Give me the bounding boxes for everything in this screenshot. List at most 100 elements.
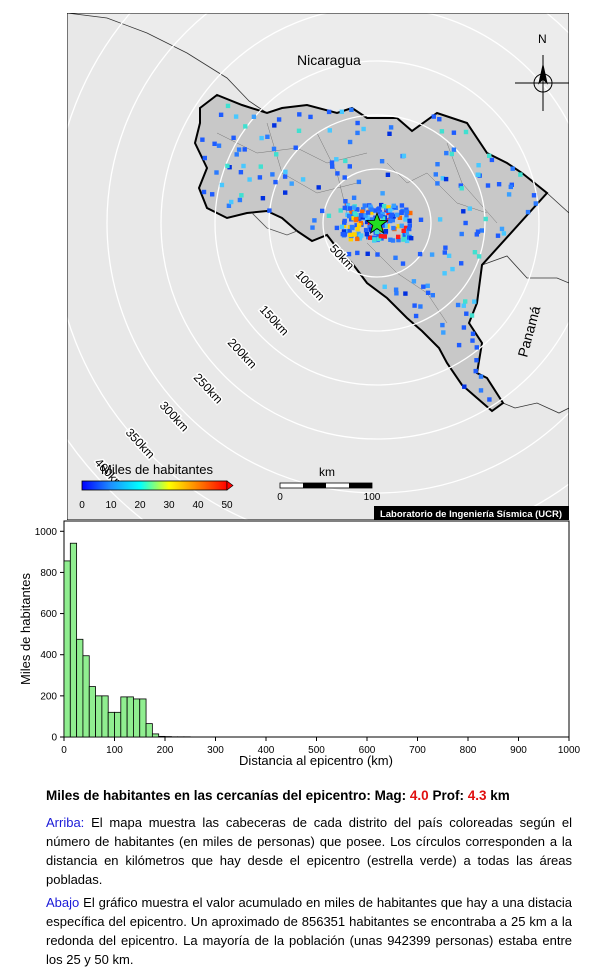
population-point xyxy=(449,151,454,157)
population-point xyxy=(339,109,344,114)
population-point xyxy=(251,114,257,119)
population-point xyxy=(356,223,362,228)
depth-unit: km xyxy=(490,788,510,803)
population-point xyxy=(351,195,357,200)
population-point xyxy=(258,164,263,169)
population-point xyxy=(382,234,387,239)
y-tick-label: 800 xyxy=(40,568,57,579)
population-point xyxy=(407,226,412,232)
population-point xyxy=(418,304,423,309)
population-point xyxy=(326,109,332,115)
population-point xyxy=(403,225,409,231)
population-point xyxy=(382,284,387,289)
population-point xyxy=(404,230,410,236)
population-point xyxy=(403,291,408,296)
population-point xyxy=(483,216,488,222)
population-point xyxy=(443,245,448,250)
population-point xyxy=(342,220,347,225)
population-point xyxy=(357,236,363,241)
colorbar: Miles de habitantes 0 10 20 30 40 50 xyxy=(79,462,234,511)
population-point xyxy=(506,192,512,197)
population-point xyxy=(355,236,360,242)
y-axis-label: Miles de habitantes xyxy=(18,572,33,685)
population-point xyxy=(353,217,359,223)
population-point xyxy=(374,229,380,235)
population-point xyxy=(388,237,393,242)
population-point xyxy=(327,128,332,133)
histogram-bar xyxy=(82,655,90,738)
population-point xyxy=(356,231,361,237)
population-point xyxy=(391,203,396,208)
population-point xyxy=(383,229,389,234)
depth-label: Prof: xyxy=(432,788,464,803)
y-axis-ticks: 0 200 400 600 800 1000 xyxy=(35,527,64,744)
y-tick-label: 400 xyxy=(40,650,57,661)
population-point xyxy=(352,232,357,237)
population-point xyxy=(358,213,364,218)
population-point xyxy=(210,192,215,197)
population-point xyxy=(214,170,219,175)
population-point xyxy=(458,183,463,188)
population-point xyxy=(385,172,391,177)
depth-value: 4.3 xyxy=(467,788,487,803)
population-point xyxy=(425,290,431,295)
population-point xyxy=(380,223,385,228)
population-point xyxy=(501,231,507,236)
population-point xyxy=(368,235,373,240)
population-point xyxy=(435,181,440,186)
population-point xyxy=(243,124,248,129)
population-point xyxy=(259,135,264,141)
population-point xyxy=(355,250,360,256)
caption-paragraph-map: Arriba: El mapa muestra las cabeceras de… xyxy=(46,813,572,889)
population-point xyxy=(437,217,443,222)
population-point xyxy=(200,137,205,142)
population-point xyxy=(450,266,455,272)
population-point xyxy=(349,210,354,215)
population-point xyxy=(265,134,270,139)
population-point xyxy=(510,166,515,171)
population-point xyxy=(260,196,266,201)
population-point xyxy=(390,218,395,223)
population-point xyxy=(413,313,419,319)
population-point xyxy=(362,203,367,208)
population-point xyxy=(282,174,288,179)
population-point xyxy=(379,159,385,164)
population-point xyxy=(417,251,423,257)
population-point xyxy=(338,208,343,213)
population-point xyxy=(461,303,466,308)
population-point xyxy=(440,322,445,328)
population-point xyxy=(361,126,366,132)
population-point xyxy=(339,224,345,229)
x-tick-label: 400 xyxy=(258,745,275,756)
population-point xyxy=(473,368,478,374)
population-point xyxy=(464,311,469,316)
population-point xyxy=(347,164,352,169)
population-point xyxy=(368,204,373,209)
x-tick-label: 800 xyxy=(460,745,477,756)
population-point xyxy=(461,209,466,214)
population-point xyxy=(364,232,370,237)
population-point xyxy=(359,233,364,238)
population-point xyxy=(461,325,467,330)
population-point xyxy=(443,176,449,182)
colorbar-title: Miles de habitantes xyxy=(101,462,214,477)
population-point xyxy=(439,129,445,134)
population-point xyxy=(348,232,353,238)
population-point xyxy=(391,225,396,231)
population-point xyxy=(459,261,464,266)
histogram-bar xyxy=(69,542,78,738)
population-point xyxy=(234,152,239,157)
map-credit: Laboratorio de Ingeniería Sísmica (UCR) xyxy=(380,509,562,520)
x-tick-label: 300 xyxy=(207,745,224,756)
population-point xyxy=(276,117,282,122)
paragraph-map-text: El mapa muestra las cabeceras de cada di… xyxy=(46,815,572,887)
population-point xyxy=(499,226,505,232)
population-point xyxy=(397,215,403,220)
population-point xyxy=(216,143,222,148)
population-point xyxy=(425,283,430,288)
population-point xyxy=(463,299,468,304)
population-point xyxy=(467,206,472,211)
population-point xyxy=(363,227,369,233)
population-point xyxy=(378,233,384,239)
population-point xyxy=(373,208,378,213)
